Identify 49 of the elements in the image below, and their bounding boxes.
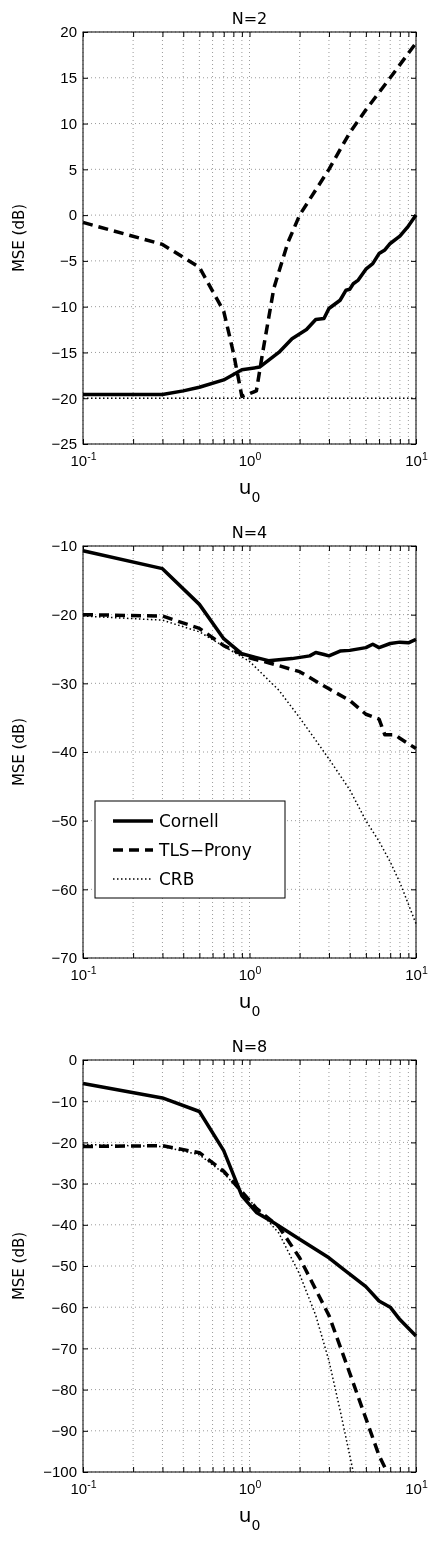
y-tick-label: −70 bbox=[51, 949, 77, 967]
y-tick-label: −80 bbox=[51, 1380, 77, 1398]
y-tick-label: −40 bbox=[51, 1216, 77, 1234]
chart-title: N=2 bbox=[231, 9, 268, 28]
x-tick-label: 10$^{1}$ bbox=[405, 964, 428, 983]
x-axis-title: u$_{0}$ bbox=[238, 989, 261, 1019]
legend-label: TLS−Prony bbox=[158, 840, 252, 860]
y-tick-label: −5 bbox=[59, 252, 77, 270]
y-tick-label: −10 bbox=[51, 1092, 77, 1110]
legend-label: CRB bbox=[159, 869, 195, 889]
y-axis-title: MSE (dB) bbox=[10, 717, 28, 787]
chart-title: N=8 bbox=[231, 1037, 268, 1056]
y-tick-label: 20 bbox=[60, 23, 77, 41]
y-tick-label: −30 bbox=[51, 674, 77, 692]
y-tick-label: −60 bbox=[51, 1298, 77, 1316]
y-tick-label: −60 bbox=[51, 880, 77, 898]
y-tick-label: −70 bbox=[51, 1339, 77, 1357]
y-tick-label: 0 bbox=[68, 1051, 77, 1069]
y-tick-label: −10 bbox=[51, 537, 77, 555]
x-axis-title: u$_{0}$ bbox=[238, 1503, 261, 1533]
y-tick-label: −40 bbox=[51, 743, 77, 761]
y-axis-title: MSE (dB) bbox=[10, 1231, 28, 1301]
y-tick-label: −20 bbox=[51, 389, 77, 407]
x-tick-label: 10$^{0}$ bbox=[238, 1478, 262, 1497]
chart-title: N=4 bbox=[231, 523, 268, 542]
y-tick-label: −30 bbox=[51, 1174, 77, 1192]
y-tick-label: 10 bbox=[60, 114, 77, 132]
y-tick-label: 15 bbox=[60, 69, 77, 87]
y-tick-label: −90 bbox=[51, 1422, 77, 1440]
x-tick-label: 10$^{1}$ bbox=[405, 1478, 428, 1497]
y-axis-title: MSE (dB) bbox=[10, 203, 28, 273]
x-tick-label: 10$^{0}$ bbox=[238, 450, 262, 469]
legend-label: Cornell bbox=[159, 811, 219, 831]
x-tick-label: 10$^{1}$ bbox=[405, 450, 428, 469]
x-tick-label: 10$^{0}$ bbox=[238, 964, 262, 983]
y-tick-label: 5 bbox=[68, 160, 77, 178]
y-tick-label: −10 bbox=[51, 297, 77, 315]
y-tick-label: −25 bbox=[51, 435, 77, 453]
y-tick-label: −100 bbox=[43, 1463, 77, 1481]
x-axis-title: u$_{0}$ bbox=[238, 475, 261, 505]
y-tick-label: −20 bbox=[51, 1133, 77, 1151]
y-tick-label: −50 bbox=[51, 1257, 77, 1275]
y-tick-label: 0 bbox=[68, 206, 77, 224]
x-tick-label: 10$^{-1}$ bbox=[70, 964, 97, 983]
x-tick-label: 10$^{-1}$ bbox=[70, 450, 97, 469]
y-tick-label: −15 bbox=[51, 343, 77, 361]
y-tick-label: −50 bbox=[51, 811, 77, 829]
y-tick-label: −20 bbox=[51, 605, 77, 623]
x-tick-label: 10$^{-1}$ bbox=[70, 1478, 97, 1497]
